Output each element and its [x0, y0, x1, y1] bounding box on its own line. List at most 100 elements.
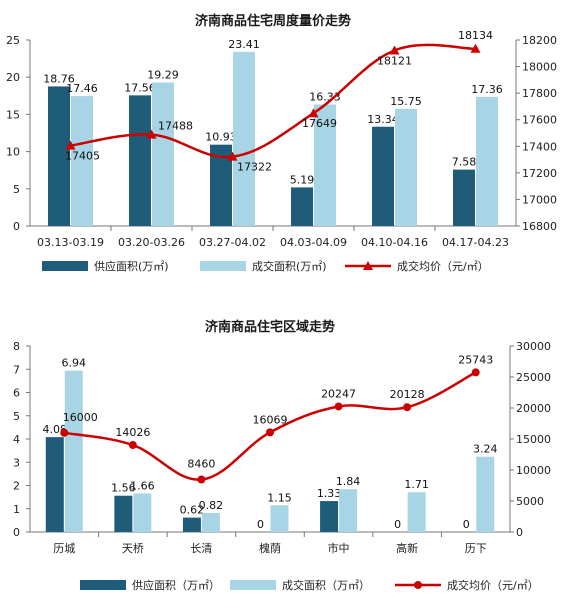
bar-data-label: 1.15 — [267, 491, 292, 504]
legend-marker — [363, 261, 373, 270]
bar-supply — [45, 437, 64, 532]
legend-swatch — [230, 580, 276, 590]
x-axis-category-label: 04.10-04.16 — [361, 236, 428, 249]
price-point-marker — [308, 108, 319, 118]
bar-deal — [314, 104, 336, 226]
left-axis-tick-label: 3 — [13, 456, 20, 469]
left-axis-tick-label: 7 — [13, 363, 20, 376]
price-point-marker — [146, 129, 157, 139]
price-data-label: 14026 — [115, 426, 150, 439]
bar-data-label: 1.33 — [317, 487, 342, 500]
x-axis-category-label: 03.13-03.19 — [37, 236, 104, 249]
bar-deal — [339, 489, 358, 532]
chart-title: 济南商品住宅周度量价走势 — [195, 13, 351, 29]
chart-1: 济南商品住宅周度量价走势 0 5 10 15 20 25 16800 17000 17200 174… — [6, 13, 557, 273]
x-axis-category-label: 历城 — [53, 542, 75, 555]
legend-label: 成交均价（元/㎡） — [397, 259, 489, 273]
price-point-marker — [60, 428, 69, 437]
bar-deal — [476, 456, 495, 532]
left-axis-tick-label: 0 — [13, 220, 20, 233]
price-data-label: 18134 — [458, 29, 493, 42]
bar-data-label: 3.24 — [473, 443, 498, 456]
bar-deal — [407, 492, 426, 532]
bar-supply — [372, 126, 394, 226]
price-point-marker — [389, 45, 400, 55]
bar-supply — [320, 501, 339, 532]
legend-marker — [414, 581, 422, 589]
chart-2: 济南商品住宅区域走势 0 1 2 3 4 5 6 7 8 0 5000 10000 15000 20000 2… — [13, 319, 551, 592]
right-axis-tick-label: 17000 — [522, 193, 557, 206]
x-axis-category-label: 天桥 — [122, 542, 144, 555]
left-axis-tick-label: 6 — [13, 387, 20, 400]
bar-deal — [152, 82, 174, 227]
bar-data-label: 13.34 — [367, 113, 399, 126]
bar-data-label: 1.66 — [130, 479, 155, 492]
price-point-marker — [197, 475, 206, 484]
x-axis-category-label: 高新 — [396, 541, 418, 555]
legend-label: 供应面积(万㎡) — [94, 259, 169, 273]
left-axis-tick-label: 20 — [6, 71, 20, 84]
bar-supply — [129, 95, 151, 226]
left-axis-tick-label: 4 — [13, 433, 20, 446]
price-data-label: 16000 — [63, 411, 98, 424]
price-point-marker — [334, 402, 343, 411]
left-axis-tick-label: 5 — [13, 410, 20, 423]
bar-supply — [453, 169, 475, 226]
bar-data-label: 1.56 — [111, 482, 136, 495]
bar-supply — [114, 495, 133, 532]
left-axis-tick-label: 0 — [13, 526, 20, 539]
bar-data-label: 0.82 — [199, 499, 224, 512]
right-axis-tick-label: 17200 — [522, 167, 557, 180]
x-axis-category-label: 长清 — [190, 542, 212, 555]
bar-deal — [476, 96, 498, 226]
bar-deal — [270, 505, 289, 532]
right-axis-tick-label: 10000 — [516, 464, 551, 477]
bar-deal — [71, 96, 93, 227]
price-point-marker — [227, 151, 238, 161]
bar-deal — [201, 512, 220, 532]
right-axis-tick-label: 5000 — [516, 495, 544, 508]
right-axis-tick-label: 15000 — [516, 433, 551, 446]
left-axis-tick-label: 5 — [13, 183, 20, 196]
right-axis-tick-label: 18000 — [522, 61, 557, 74]
left-axis-tick-label: 8 — [13, 340, 20, 353]
right-axis-tick-label: 20000 — [516, 402, 551, 415]
x-axis-category-label: 历下 — [465, 542, 487, 555]
legend-swatch — [200, 261, 246, 271]
bar-data-label: 0 — [257, 518, 264, 531]
bar-data-label: 5.19 — [290, 173, 315, 186]
bar-data-label: 18.76 — [43, 72, 75, 85]
price-data-label: 17488 — [158, 120, 193, 133]
price-data-label: 18121 — [377, 54, 412, 67]
price-data-label: 20128 — [390, 388, 425, 401]
x-axis-category-label: 槐荫 — [259, 541, 281, 555]
legend-label: 成交面积（万㎡） — [282, 578, 370, 592]
price-point-marker — [471, 368, 480, 377]
bar-data-label: 7.58 — [452, 156, 477, 169]
right-axis-tick-label: 25000 — [516, 371, 551, 384]
x-axis-category-label: 04.17-04.23 — [442, 236, 509, 249]
price-data-label: 17322 — [237, 161, 272, 174]
right-axis-tick-label: 30000 — [516, 340, 551, 353]
left-axis-tick-label: 10 — [6, 146, 20, 159]
left-axis-tick-label: 25 — [6, 34, 20, 47]
legend-label: 供应面积（万㎡） — [132, 578, 220, 592]
price-point-marker — [65, 140, 76, 150]
bar-data-label: 1.71 — [404, 478, 429, 491]
x-axis-category-label: 03.20-03.26 — [118, 236, 185, 249]
bar-data-label: 10.93 — [205, 131, 237, 144]
right-axis-tick-label: 0 — [516, 526, 523, 539]
legend-swatch — [80, 580, 126, 590]
bar-data-label: 17.56 — [124, 81, 156, 94]
bar-data-label: 15.75 — [390, 95, 422, 108]
price-data-label: 17649 — [302, 117, 337, 130]
bar-deal — [233, 51, 255, 226]
bar-supply — [48, 86, 70, 226]
bar-data-label: 17.46 — [66, 82, 98, 95]
bar-supply — [182, 517, 201, 532]
price-point-marker — [470, 43, 481, 53]
bar-data-label: 0.62 — [180, 504, 205, 517]
bar-data-label: 17.36 — [471, 83, 503, 96]
